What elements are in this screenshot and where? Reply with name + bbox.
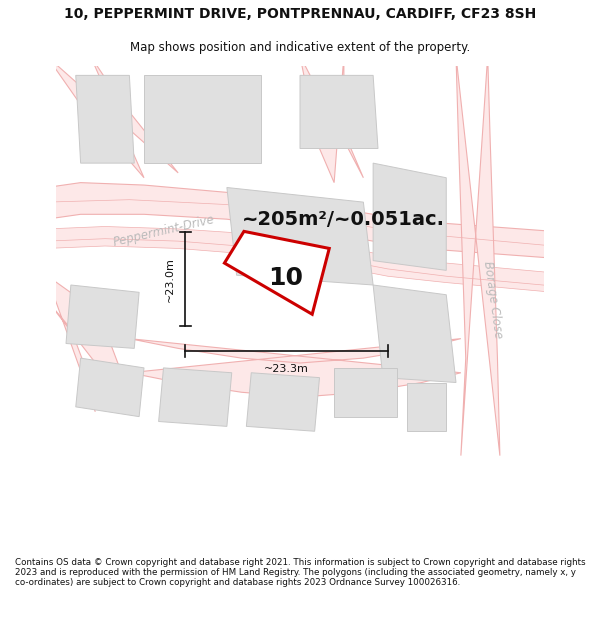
Polygon shape bbox=[373, 285, 456, 382]
Polygon shape bbox=[456, 56, 500, 456]
Polygon shape bbox=[66, 285, 139, 348]
Polygon shape bbox=[300, 76, 378, 149]
Polygon shape bbox=[76, 358, 144, 417]
Polygon shape bbox=[158, 368, 232, 426]
Polygon shape bbox=[407, 382, 446, 431]
Polygon shape bbox=[373, 163, 446, 271]
Polygon shape bbox=[247, 372, 320, 431]
Text: Map shows position and indicative extent of the property.: Map shows position and indicative extent… bbox=[130, 41, 470, 54]
Text: Peppermint-Drive: Peppermint-Drive bbox=[112, 213, 215, 249]
Polygon shape bbox=[76, 76, 134, 163]
Text: 10, PEPPERMINT DRIVE, PONTPRENNAU, CARDIFF, CF23 8SH: 10, PEPPERMINT DRIVE, PONTPRENNAU, CARDI… bbox=[64, 8, 536, 21]
Polygon shape bbox=[144, 76, 261, 163]
Polygon shape bbox=[227, 188, 373, 285]
Text: Borage Close: Borage Close bbox=[481, 260, 505, 339]
Polygon shape bbox=[46, 226, 554, 292]
Polygon shape bbox=[46, 182, 554, 258]
Polygon shape bbox=[46, 56, 178, 178]
Polygon shape bbox=[300, 56, 364, 182]
Text: 10: 10 bbox=[268, 266, 303, 290]
Polygon shape bbox=[224, 231, 329, 314]
Text: ~23.0m: ~23.0m bbox=[165, 257, 175, 302]
Text: ~205m²/~0.051ac.: ~205m²/~0.051ac. bbox=[241, 210, 445, 229]
Polygon shape bbox=[334, 368, 397, 417]
Polygon shape bbox=[130, 339, 461, 397]
Text: ~23.3m: ~23.3m bbox=[264, 364, 309, 374]
Polygon shape bbox=[46, 275, 130, 412]
Text: Contains OS data © Crown copyright and database right 2021. This information is : Contains OS data © Crown copyright and d… bbox=[15, 558, 586, 588]
